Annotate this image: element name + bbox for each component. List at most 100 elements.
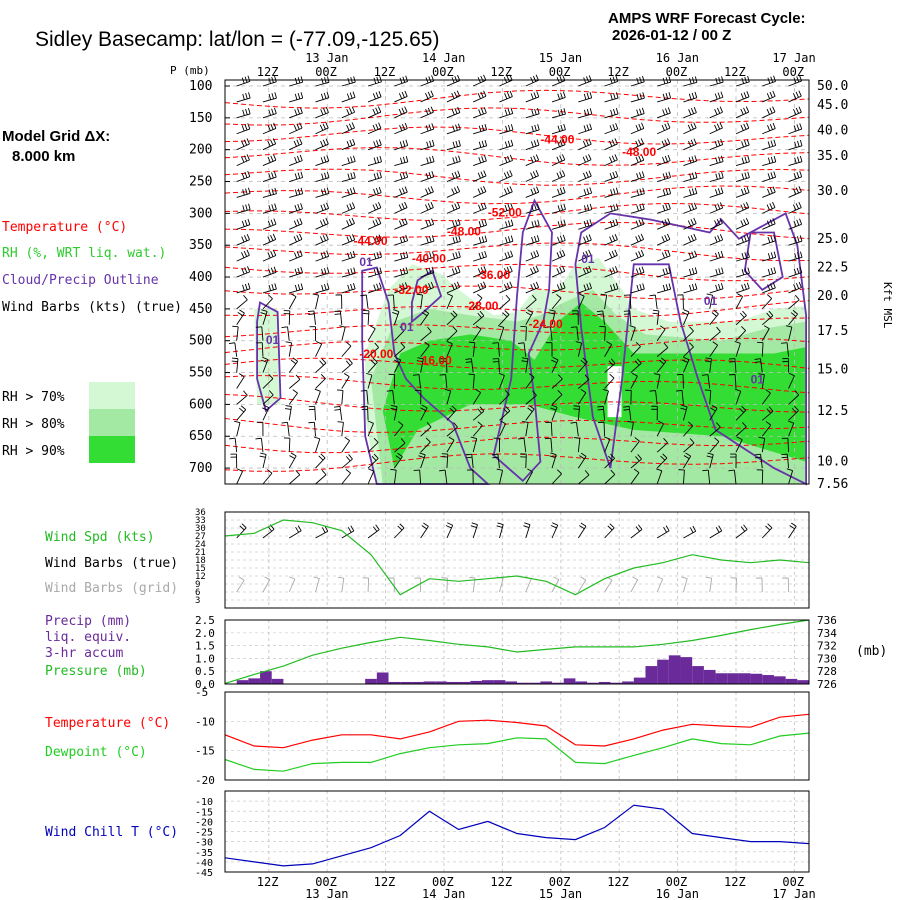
windspd-tick-label: 36	[195, 508, 206, 518]
wind-barb-true-feather	[241, 523, 247, 529]
wind-barb-feather	[556, 293, 562, 299]
wind-barb-feather	[610, 189, 613, 196]
wind-barb-feather	[662, 268, 666, 275]
wind-barb-feather	[716, 326, 721, 332]
wind-barb-feather	[712, 341, 718, 346]
wind-barb-feather	[637, 358, 642, 364]
wind-barb-feather	[285, 405, 292, 407]
wind-barb-feather	[346, 236, 350, 243]
wind-barb-true-feather	[635, 526, 640, 532]
wind-barb-feather	[642, 75, 645, 82]
precip-bar	[505, 681, 517, 684]
wind-barb-feather	[799, 235, 803, 242]
precip-bar	[692, 666, 704, 684]
wind-barb-feather	[518, 437, 525, 440]
wind-barb	[473, 95, 487, 103]
windchill-frame	[224, 790, 810, 873]
wind-barb-feather	[405, 251, 409, 258]
wind-barb	[287, 422, 290, 437]
precip-bar	[493, 680, 506, 684]
wind-barb-feather	[740, 220, 744, 227]
wind-barb-feather	[518, 342, 525, 344]
wind-barb	[420, 331, 432, 342]
wind-barb-feather	[611, 250, 616, 257]
cloud-outline-5	[743, 231, 784, 291]
wind-barb-feather	[425, 188, 429, 195]
wind-barb-feather	[432, 251, 435, 258]
precip-bar	[668, 655, 681, 684]
wind-barb	[341, 256, 356, 262]
wind-barb-feather	[613, 188, 616, 195]
wind-barb-feather	[241, 220, 245, 227]
wind-barb-feather	[665, 267, 669, 274]
wind-barb-feather	[272, 233, 277, 240]
wind-barb	[550, 326, 553, 341]
wind-barb-feather	[613, 93, 616, 100]
wind-barb-feather	[537, 219, 540, 226]
wind-barb-feather	[425, 173, 429, 179]
precip-bar	[750, 673, 763, 684]
wind-barb-feather	[348, 454, 353, 460]
wind-barb-feather	[457, 123, 461, 130]
wind-barb-feather	[416, 293, 423, 296]
wind-barb	[315, 438, 321, 453]
wind-barb-feather	[294, 77, 298, 84]
wind-barb	[683, 223, 697, 230]
wind-barb-feather	[616, 203, 619, 210]
wind-barb-true	[499, 524, 504, 539]
wind-barb-feather	[300, 203, 303, 210]
wind-barb-feather	[296, 123, 300, 130]
wind-barb-feather	[454, 203, 458, 210]
wind-barb	[288, 438, 291, 453]
wind-barb	[341, 207, 355, 214]
wind-barb	[341, 161, 356, 167]
wind-barb-feather	[299, 233, 303, 240]
wind-barb-feather	[326, 155, 330, 162]
temperature-contour	[224, 107, 810, 126]
wind-barb	[604, 159, 618, 167]
wind-barb-feather	[247, 266, 251, 273]
wind-barb-feather	[794, 237, 797, 244]
precip-bar	[446, 681, 459, 684]
wind-barb	[578, 474, 590, 485]
wind-barb	[683, 442, 695, 453]
wind-barb-feather	[457, 170, 461, 177]
wind-barb	[394, 223, 408, 230]
wind-barb-feather	[720, 155, 724, 162]
wind-barb-feather	[794, 294, 800, 301]
wind-barb-feather	[609, 172, 613, 179]
wind-barb-feather	[397, 452, 403, 457]
wind-barb	[735, 287, 750, 294]
wind-barb	[260, 438, 264, 453]
wind-barb	[602, 310, 606, 325]
wind-barb	[657, 97, 671, 103]
wind-barb-feather	[799, 139, 803, 146]
wind-barb-feather	[347, 173, 350, 180]
wind-barb-feather	[491, 453, 498, 456]
wind-barb-feather	[319, 124, 324, 131]
wind-barb	[499, 208, 513, 214]
wind-barb	[499, 470, 503, 485]
wind-barb	[683, 97, 697, 103]
wind-barb-feather	[373, 252, 377, 259]
height-tick-label: 12.5	[817, 404, 848, 419]
wind-barb-feather	[506, 91, 511, 98]
wind-barb-feather	[583, 172, 587, 179]
wind-barb-feather	[652, 309, 659, 312]
wind-barb	[262, 113, 277, 119]
wind-barb-feather	[270, 123, 274, 130]
wind-barb-feather	[393, 309, 400, 312]
wind-barb-feather	[717, 139, 721, 146]
wind-barb	[262, 223, 277, 230]
wind-barb-true-feather	[609, 523, 615, 529]
wind-barb	[709, 223, 723, 230]
wind-barb	[604, 326, 606, 341]
wind-barb-feather	[532, 294, 537, 300]
wind-barb-feather	[556, 141, 560, 147]
wind-barb-feather	[614, 154, 618, 161]
wind-barb-feather	[484, 155, 487, 162]
wind-barb-feather	[690, 235, 694, 241]
wind-barb-feather	[296, 219, 300, 226]
wind-barb-feather	[483, 107, 487, 114]
wind-barb	[788, 128, 802, 135]
